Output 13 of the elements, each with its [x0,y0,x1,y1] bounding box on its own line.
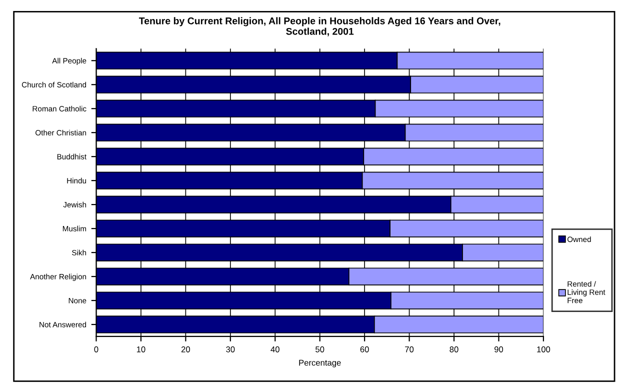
x-tick-label: 70 [405,346,414,352]
x-tick-label: 100 [537,346,550,352]
x-tick-label: 0 [94,346,98,352]
x-tick-label: 20 [181,346,190,352]
chart-title: Tenure by Current Religion, All People in Households Aged 16 Years and Over, Scotland, 2001 [138,17,500,36]
x-tick-label: 80 [450,346,458,352]
x-tick-label: 10 [136,346,146,352]
x-tick-label: 90 [494,346,504,352]
x-tick-label: 40 [270,346,280,352]
x-tick-label: 50 [316,346,324,352]
x-tick-label: 30 [226,346,235,352]
x-axis-title: Percentage [299,360,341,368]
x-tick-label: 60 [360,346,369,352]
